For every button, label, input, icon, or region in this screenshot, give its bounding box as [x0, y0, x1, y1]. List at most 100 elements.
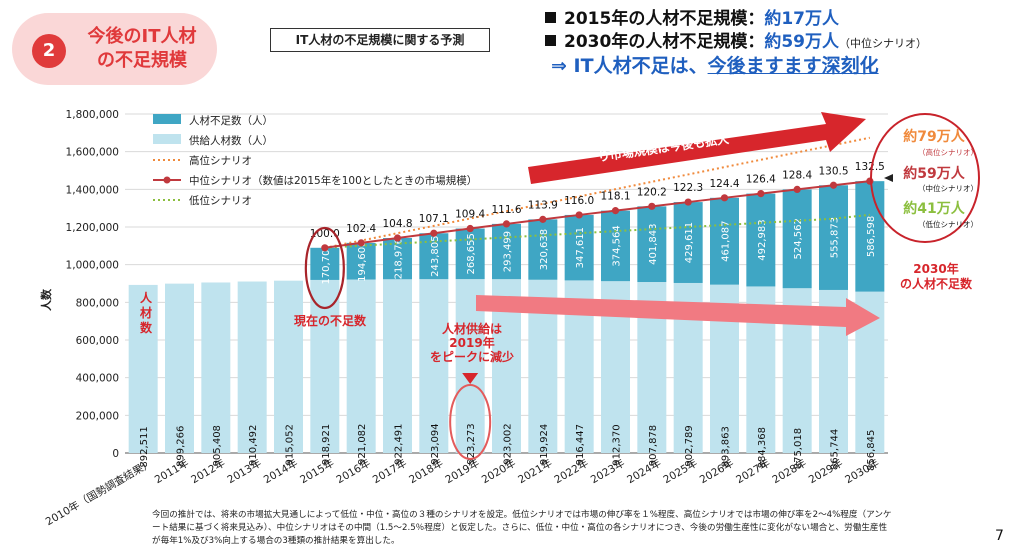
- x-tick-label: 2019年: [443, 456, 482, 486]
- mid-scenario-index-label: 111.6: [491, 204, 521, 216]
- mid-scenario-point: [829, 181, 838, 189]
- low-scenario-line: [324, 213, 870, 249]
- mid-scenario-point: [720, 194, 729, 202]
- shortage-value-label: 429,611: [684, 222, 695, 263]
- peak-circle: [449, 384, 492, 460]
- peak-triangle: [462, 373, 479, 384]
- legend-swatch: [153, 134, 181, 144]
- section-badge: 2 今後のIT人材 の不足規模: [12, 13, 217, 85]
- supply-value-label: 916,447: [575, 424, 586, 465]
- scenario-2030-circle: [870, 113, 980, 243]
- summary-row-2015: 2015年の人材不足規模：約17万人: [545, 8, 927, 31]
- supply-bar: [165, 283, 194, 453]
- section-number: 2: [32, 34, 66, 68]
- x-tick-label: 2013年: [225, 456, 264, 486]
- mid-scenario-index-label: 116.0: [564, 195, 594, 207]
- shortage-value-label: 555,873: [830, 217, 841, 258]
- supply-value-label: 923,002: [503, 423, 514, 464]
- mid-scenario-point: [575, 211, 583, 219]
- shortage-value-label: 218,976: [394, 238, 405, 279]
- x-tick-label: 2015年: [298, 456, 337, 486]
- shortage-value-label: 293,499: [503, 231, 514, 272]
- mid-scenario-value: 約59万人: [903, 165, 965, 182]
- supply-bar: [201, 282, 231, 453]
- y-tick-label: 200,000: [76, 410, 119, 422]
- x-tick-label: 2016年: [334, 456, 373, 486]
- y-tick-label: 400,000: [76, 373, 119, 385]
- shortage-bar: [528, 219, 558, 280]
- mid-scenario-point: [321, 244, 329, 252]
- current-shortage-label: 現在の不足数: [294, 313, 367, 328]
- x-tick-label: 2014年: [261, 456, 300, 486]
- shortage-bar: [346, 242, 376, 280]
- footnote: 今回の推計では、将来の市場拡大見通しによって低位・中位・高位の３種のシナリオを設…: [152, 510, 892, 546]
- current-shortage-circle: [304, 226, 345, 310]
- mid-scenario-index-label: 109.4: [455, 209, 485, 221]
- mid-scenario-point: [866, 177, 874, 185]
- supply-value-label: 922,491: [394, 423, 405, 464]
- mid-scenario-note: （中位シナリオ）: [918, 183, 978, 193]
- x-tick-label: 2026年: [697, 456, 736, 486]
- summary-2030-note: （中位シナリオ）: [839, 37, 927, 50]
- conclusion-emphasis: 今後ますます深刻化: [707, 55, 879, 77]
- legend-label: 中位シナリオ（数値は2015年を100としたときの市場規模）: [189, 174, 477, 187]
- mid-scenario-index-label: 104.8: [382, 218, 412, 230]
- mid-scenario-point: [648, 202, 656, 210]
- shortage-bar: [455, 228, 485, 280]
- x-tick-label: 2027年: [734, 456, 773, 486]
- mid-scenario-index-label: 124.4: [709, 178, 739, 190]
- mid-scenario-index-label: 113.9: [528, 199, 558, 211]
- mid-scenario-point: [502, 220, 511, 228]
- shortage-value-label: 374,564: [612, 225, 623, 266]
- page-number: 7: [995, 528, 1004, 544]
- supply-bar: [383, 279, 412, 453]
- y-tick-label: 1,000,000: [66, 260, 119, 272]
- mid-scenario-line: [324, 180, 870, 249]
- supply-value-label: 921,082: [357, 424, 368, 465]
- shortage-bar: [637, 206, 667, 283]
- section-title-line1: 今後のIT人材: [87, 26, 197, 47]
- summary-block: 2015年の人材不足規模：約17万人 2030年の人材不足規模：約59万人（中位…: [545, 8, 927, 78]
- supply-bar: [237, 281, 267, 453]
- mid-scenario-index-label: 118.1: [600, 191, 630, 203]
- mid-scenario-point: [466, 224, 474, 233]
- shortage-value-label: 320,638: [539, 229, 550, 270]
- x-tick-label: 2011年: [152, 456, 191, 486]
- low-scenario-note: （低位シナリオ）: [918, 219, 978, 229]
- mid-scenario-index-label: 130.5: [818, 165, 848, 177]
- mid-scenario-index-label: 128.4: [782, 169, 812, 181]
- shortage-bar: [601, 210, 630, 282]
- shortage-bar: [673, 202, 703, 283]
- shortage-bar: [746, 193, 776, 287]
- legend-swatch: [153, 114, 181, 124]
- mid-scenario-point: [393, 234, 402, 242]
- mid-scenario-index-label: 122.3: [673, 182, 703, 194]
- legend-label: 供給人材数（人）: [189, 134, 273, 147]
- shortage-value-label: 194,608: [357, 241, 368, 282]
- y-tick-label: 600,000: [76, 335, 119, 347]
- mid-scenario-point: [611, 207, 620, 215]
- legend-label: 高位シナリオ: [189, 154, 252, 167]
- shortage-value-label: 268,655: [466, 233, 477, 274]
- x-tick-label: 2021年: [516, 456, 555, 486]
- summary-2015-value: 約17万人: [764, 9, 839, 29]
- x-tick-label: 2024年: [625, 456, 664, 486]
- market-growth-arrow: [528, 112, 866, 184]
- y-axis-label: 人数: [39, 288, 53, 311]
- x-tick-label: 2025年: [661, 456, 700, 486]
- mid-scenario-point: [684, 198, 692, 206]
- shortage-bar: [710, 197, 739, 285]
- x-tick-label: 2022年: [552, 456, 591, 486]
- mid-scenario-point: [793, 185, 801, 194]
- supply-value-label: 923,094: [430, 423, 441, 464]
- supply-value-label: 905,408: [212, 425, 223, 466]
- conclusion-prefix: ⇒ IT人材不足は、: [551, 55, 708, 77]
- legend-label: 低位シナリオ: [189, 194, 252, 207]
- section-title: 今後のIT人材 の不足規模: [72, 25, 212, 73]
- summary-row-2030: 2030年の人材不足規模：約59万人（中位シナリオ）: [545, 31, 927, 55]
- mid-scenario-index-label: 107.1: [419, 213, 449, 225]
- y-tick-label: 1,400,000: [66, 184, 119, 196]
- mid-scenario-point: [757, 189, 765, 198]
- supply-vertical-label-char: 材: [139, 305, 152, 320]
- high-scenario-note: （高位シナリオ）: [918, 147, 978, 157]
